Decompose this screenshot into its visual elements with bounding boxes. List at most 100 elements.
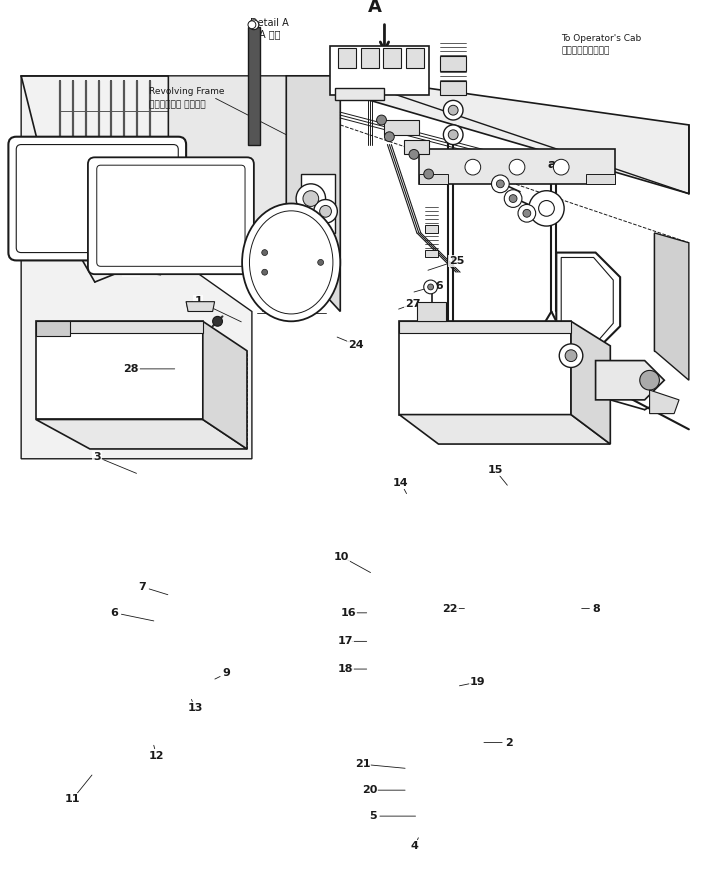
FancyBboxPatch shape <box>88 158 254 274</box>
Polygon shape <box>440 81 466 95</box>
Polygon shape <box>424 249 439 257</box>
Polygon shape <box>36 419 247 449</box>
Polygon shape <box>361 48 378 68</box>
Polygon shape <box>301 174 336 233</box>
Circle shape <box>518 204 535 222</box>
Text: A: A <box>368 0 382 16</box>
Circle shape <box>640 370 659 390</box>
Text: 11: 11 <box>65 794 80 803</box>
Text: 24: 24 <box>348 340 363 350</box>
Circle shape <box>296 184 326 213</box>
Text: To Operator's Cab: To Operator's Cab <box>561 34 641 43</box>
Circle shape <box>428 284 434 290</box>
FancyBboxPatch shape <box>9 137 186 261</box>
Polygon shape <box>248 26 260 144</box>
Polygon shape <box>287 76 689 194</box>
Polygon shape <box>655 233 689 381</box>
Text: 31: 31 <box>306 205 321 216</box>
Polygon shape <box>586 174 615 184</box>
Circle shape <box>444 125 463 144</box>
Polygon shape <box>36 322 203 419</box>
Circle shape <box>262 249 267 255</box>
Text: 23: 23 <box>247 243 262 253</box>
Text: 27: 27 <box>405 299 420 309</box>
Polygon shape <box>383 48 401 68</box>
Polygon shape <box>440 56 466 70</box>
Circle shape <box>553 159 569 175</box>
Circle shape <box>424 280 437 293</box>
Circle shape <box>523 210 531 218</box>
Polygon shape <box>419 150 615 184</box>
Circle shape <box>314 200 337 223</box>
Text: 7: 7 <box>139 581 146 592</box>
Polygon shape <box>203 322 247 449</box>
Text: Detail A: Detail A <box>250 18 289 28</box>
Text: a: a <box>547 158 555 171</box>
Polygon shape <box>338 48 356 68</box>
Polygon shape <box>186 301 215 312</box>
Polygon shape <box>571 322 610 444</box>
Circle shape <box>539 201 555 216</box>
Circle shape <box>424 169 434 179</box>
Circle shape <box>248 21 256 29</box>
Polygon shape <box>417 301 447 322</box>
Circle shape <box>509 159 525 175</box>
Text: 32: 32 <box>274 226 290 235</box>
Circle shape <box>496 180 504 188</box>
Ellipse shape <box>242 204 341 322</box>
Circle shape <box>565 350 577 361</box>
Text: 28: 28 <box>123 364 139 374</box>
Polygon shape <box>399 415 610 444</box>
Text: 5: 5 <box>369 811 377 821</box>
Polygon shape <box>169 76 311 253</box>
Circle shape <box>465 159 481 175</box>
Text: Revolving Frame: Revolving Frame <box>149 87 224 96</box>
Text: 1: 1 <box>195 296 203 307</box>
Text: 17: 17 <box>337 636 353 647</box>
Text: オペレータキャブへ: オペレータキャブへ <box>561 47 609 56</box>
Polygon shape <box>406 48 424 68</box>
Circle shape <box>529 190 564 226</box>
Polygon shape <box>336 87 385 100</box>
Text: レボルビング フレーム: レボルビング フレーム <box>149 100 205 110</box>
Polygon shape <box>36 322 203 333</box>
Text: 20: 20 <box>362 785 377 796</box>
Text: 25: 25 <box>449 255 464 266</box>
Text: 29: 29 <box>123 266 139 276</box>
Circle shape <box>377 115 387 125</box>
Circle shape <box>504 189 522 207</box>
Circle shape <box>560 344 583 367</box>
Circle shape <box>303 190 319 206</box>
Circle shape <box>262 270 267 275</box>
Text: 10: 10 <box>334 552 349 561</box>
Text: 21: 21 <box>355 759 370 769</box>
Circle shape <box>213 316 223 326</box>
Circle shape <box>320 205 331 218</box>
Text: 15: 15 <box>488 465 503 475</box>
Text: 9: 9 <box>223 669 230 678</box>
Text: 26: 26 <box>428 281 444 291</box>
Text: 18: 18 <box>337 664 353 674</box>
Circle shape <box>509 195 517 203</box>
Polygon shape <box>287 76 341 312</box>
Polygon shape <box>21 76 252 459</box>
Polygon shape <box>399 322 571 415</box>
Text: 12: 12 <box>149 751 164 760</box>
Text: A 詳細: A 詳細 <box>259 30 280 40</box>
Circle shape <box>449 106 458 115</box>
Text: 13: 13 <box>187 703 203 713</box>
Polygon shape <box>424 225 439 233</box>
Text: 4: 4 <box>411 841 419 851</box>
Text: 6: 6 <box>111 608 119 618</box>
Text: 16: 16 <box>341 608 356 618</box>
Text: 8: 8 <box>592 603 600 613</box>
Polygon shape <box>404 140 429 154</box>
Polygon shape <box>596 360 664 400</box>
Circle shape <box>318 259 324 265</box>
Circle shape <box>409 150 419 159</box>
Text: 22: 22 <box>442 603 457 613</box>
Text: a: a <box>252 289 261 302</box>
Circle shape <box>249 20 259 30</box>
Text: 3: 3 <box>93 452 101 463</box>
Polygon shape <box>419 174 449 184</box>
